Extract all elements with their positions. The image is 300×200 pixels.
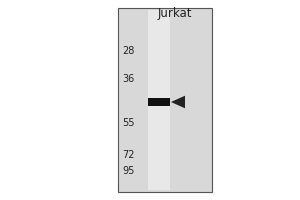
Bar (148, 98, 170, 106)
Text: 95: 95 (123, 166, 135, 176)
Bar (118, 8, 212, 192)
Polygon shape (171, 96, 185, 108)
Text: 55: 55 (122, 118, 135, 128)
Text: 28: 28 (123, 46, 135, 56)
Text: 36: 36 (123, 74, 135, 84)
Text: Jurkat: Jurkat (158, 7, 192, 21)
Text: 72: 72 (122, 150, 135, 160)
Bar (148, 10, 170, 190)
